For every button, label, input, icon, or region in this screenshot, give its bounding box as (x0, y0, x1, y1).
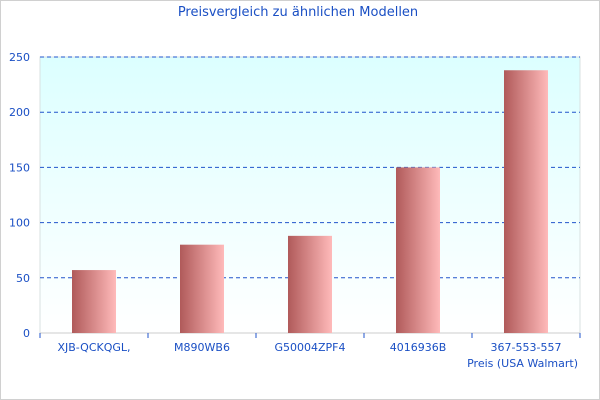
x-tick-label: G50004ZPF4 (274, 341, 345, 354)
x-tick-label: 367-553-557 (491, 341, 562, 354)
x-tick-label: XJB-QCKQGL, (57, 341, 130, 354)
bar (504, 70, 548, 334)
x-tick-label: M890WB6 (174, 341, 230, 354)
bar (180, 244, 224, 333)
bar (288, 235, 332, 333)
bar (72, 270, 116, 333)
y-tick-label: 150 (9, 161, 30, 174)
y-tick-label: 100 (9, 217, 30, 230)
y-tick-label: 200 (9, 106, 30, 119)
x-axis-label: Preis (USA Walmart) (467, 357, 578, 370)
x-tick-label: 4016936B (390, 341, 447, 354)
y-tick-label: 0 (23, 327, 30, 340)
y-tick-label: 250 (9, 51, 30, 64)
bar (396, 167, 440, 333)
y-tick-label: 50 (16, 272, 30, 285)
chart-title: Preisvergleich zu ähnlichen Modellen (178, 5, 418, 20)
